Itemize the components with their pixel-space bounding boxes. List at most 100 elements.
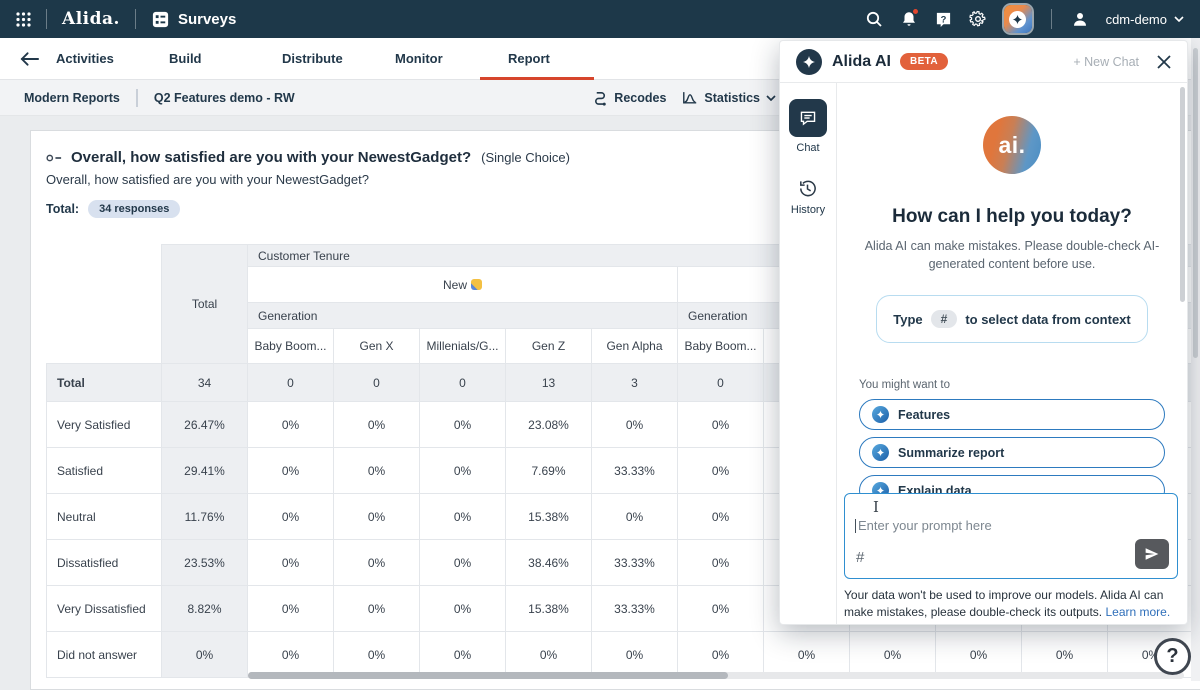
horizontal-scrollbar[interactable] — [248, 672, 1184, 679]
cell: 0% — [333, 631, 420, 678]
row-label: Satisfied — [46, 447, 162, 494]
rail-history-button[interactable]: History — [791, 178, 825, 216]
tab-distribute[interactable]: Distribute — [282, 51, 343, 66]
recodes-button[interactable]: Recodes — [593, 90, 666, 106]
panel-scrollbar-thumb[interactable] — [1180, 87, 1185, 302]
send-button[interactable] — [1135, 539, 1169, 569]
cell: 0% — [161, 631, 248, 678]
row-label: Dissatisfied — [46, 539, 162, 586]
cell: 0% — [591, 401, 678, 448]
scrollbar-thumb[interactable] — [1193, 48, 1198, 358]
cell: 34 — [161, 363, 248, 402]
help-icon[interactable]: ? — [935, 11, 952, 28]
tab-activities[interactable]: Activities — [56, 51, 114, 66]
history-icon — [800, 180, 817, 197]
row-label: Total — [46, 363, 162, 402]
notification-dot — [911, 8, 919, 15]
cell: 0% — [505, 631, 592, 678]
suggestion-features[interactable]: Features — [859, 399, 1165, 431]
cell: 23.53% — [161, 539, 248, 586]
star-icon — [872, 444, 889, 462]
settings-gear-icon[interactable] — [968, 10, 987, 28]
alida-ai-launcher-icon[interactable] — [1003, 5, 1032, 33]
page-scrollbar[interactable] — [1191, 38, 1200, 681]
close-icon[interactable] — [1157, 54, 1171, 69]
cell: 0% — [333, 493, 420, 540]
tab-report[interactable]: Report — [480, 38, 621, 80]
corner-cell — [47, 245, 162, 364]
new-thumbs-up-emoji — [471, 278, 482, 290]
cell: 0% — [591, 631, 678, 678]
column-header: Gen Z — [505, 328, 592, 364]
ai-panel-title: Alida AI — [832, 52, 891, 70]
account-dropdown[interactable]: cdm-demo — [1106, 12, 1184, 27]
ai-logo: ai. — [983, 116, 1041, 174]
table-row: Did not answer 0% 0% 0% 0% 0% 0% 0% 0% 0% 0% 0% 0% — [46, 631, 1194, 678]
top-navbar: Alida. Surveys ? cdm-demo — [0, 0, 1200, 38]
notifications-bell-icon[interactable] — [900, 8, 919, 28]
rail-chat-button[interactable]: Chat — [789, 99, 827, 154]
alida-ai-star-icon — [796, 48, 822, 75]
cell: 0% — [677, 493, 764, 540]
cell: 0% — [677, 585, 764, 632]
row-label: Did not answer — [46, 631, 162, 678]
question-header: Overall, how satisfied are you with your… — [31, 131, 1200, 218]
cell: 0% — [677, 631, 764, 678]
chevron-down-icon — [1174, 16, 1184, 22]
column-header: Gen X — [333, 328, 420, 364]
learn-more-link[interactable]: Learn more. — [1105, 605, 1171, 620]
ai-panel-rail: Chat History — [780, 83, 837, 624]
cell: 0 — [419, 363, 506, 402]
cell: 33.33% — [591, 447, 678, 494]
app-grid-icon[interactable] — [16, 11, 31, 27]
column-header: Gen Alpha — [591, 328, 678, 364]
cell: 15.38% — [505, 585, 592, 632]
cell: 0% — [419, 539, 506, 586]
recodes-icon — [595, 91, 607, 106]
back-arrow-icon[interactable] — [20, 51, 54, 67]
cell: 0 — [677, 363, 764, 402]
tab-monitor[interactable]: Monitor — [395, 51, 443, 66]
suggestion-summarize-report[interactable]: Summarize report — [859, 437, 1165, 469]
cell: 0% — [419, 493, 506, 540]
total-column-header: Total — [161, 244, 248, 364]
cell: 26.47% — [161, 401, 248, 448]
app-title: Surveys — [177, 10, 237, 28]
cell: 13 — [505, 363, 592, 402]
cell: 0% — [419, 631, 506, 678]
scrollbar-thumb[interactable] — [248, 672, 728, 679]
help-fab-button[interactable]: ? — [1154, 638, 1191, 675]
breadcrumb-section[interactable]: Modern Reports — [24, 90, 120, 105]
search-icon[interactable] — [865, 10, 883, 28]
cell: 33.33% — [591, 539, 678, 586]
new-chat-button[interactable]: + New Chat — [1073, 54, 1139, 69]
cell: 3 — [591, 363, 678, 402]
input-caret — [855, 518, 856, 533]
svg-text:?: ? — [940, 14, 946, 25]
chevron-down-icon — [766, 94, 776, 101]
cell: 0% — [247, 539, 334, 586]
user-avatar-icon[interactable] — [1071, 10, 1089, 28]
text-cursor: I — [873, 498, 879, 516]
cell: 0% — [935, 631, 1022, 678]
ai-greeting: How can I help you today? — [892, 206, 1132, 227]
cell: 0% — [419, 585, 506, 632]
context-hint-box: Type # to select data from context — [876, 295, 1148, 344]
cell: 38.46% — [505, 539, 592, 586]
statistics-button[interactable]: Statistics — [682, 90, 776, 105]
alida-logo[interactable]: Alida. — [62, 9, 120, 29]
chat-icon[interactable] — [789, 99, 827, 137]
prompt-input[interactable]: I Enter your prompt here # — [844, 493, 1178, 579]
hash-key-badge: # — [930, 310, 958, 329]
account-name: cdm-demo — [1105, 11, 1167, 27]
cell: 7.69% — [505, 447, 592, 494]
cell: 0% — [677, 447, 764, 494]
cell: 8.82% — [161, 585, 248, 632]
tab-build[interactable]: Build — [169, 51, 202, 66]
cell: 0% — [849, 631, 936, 678]
surveys-app-icon — [151, 10, 170, 29]
divider — [46, 9, 47, 29]
cell: 0% — [247, 631, 334, 678]
cell: 0% — [1021, 631, 1108, 678]
cell: 0% — [247, 585, 334, 632]
